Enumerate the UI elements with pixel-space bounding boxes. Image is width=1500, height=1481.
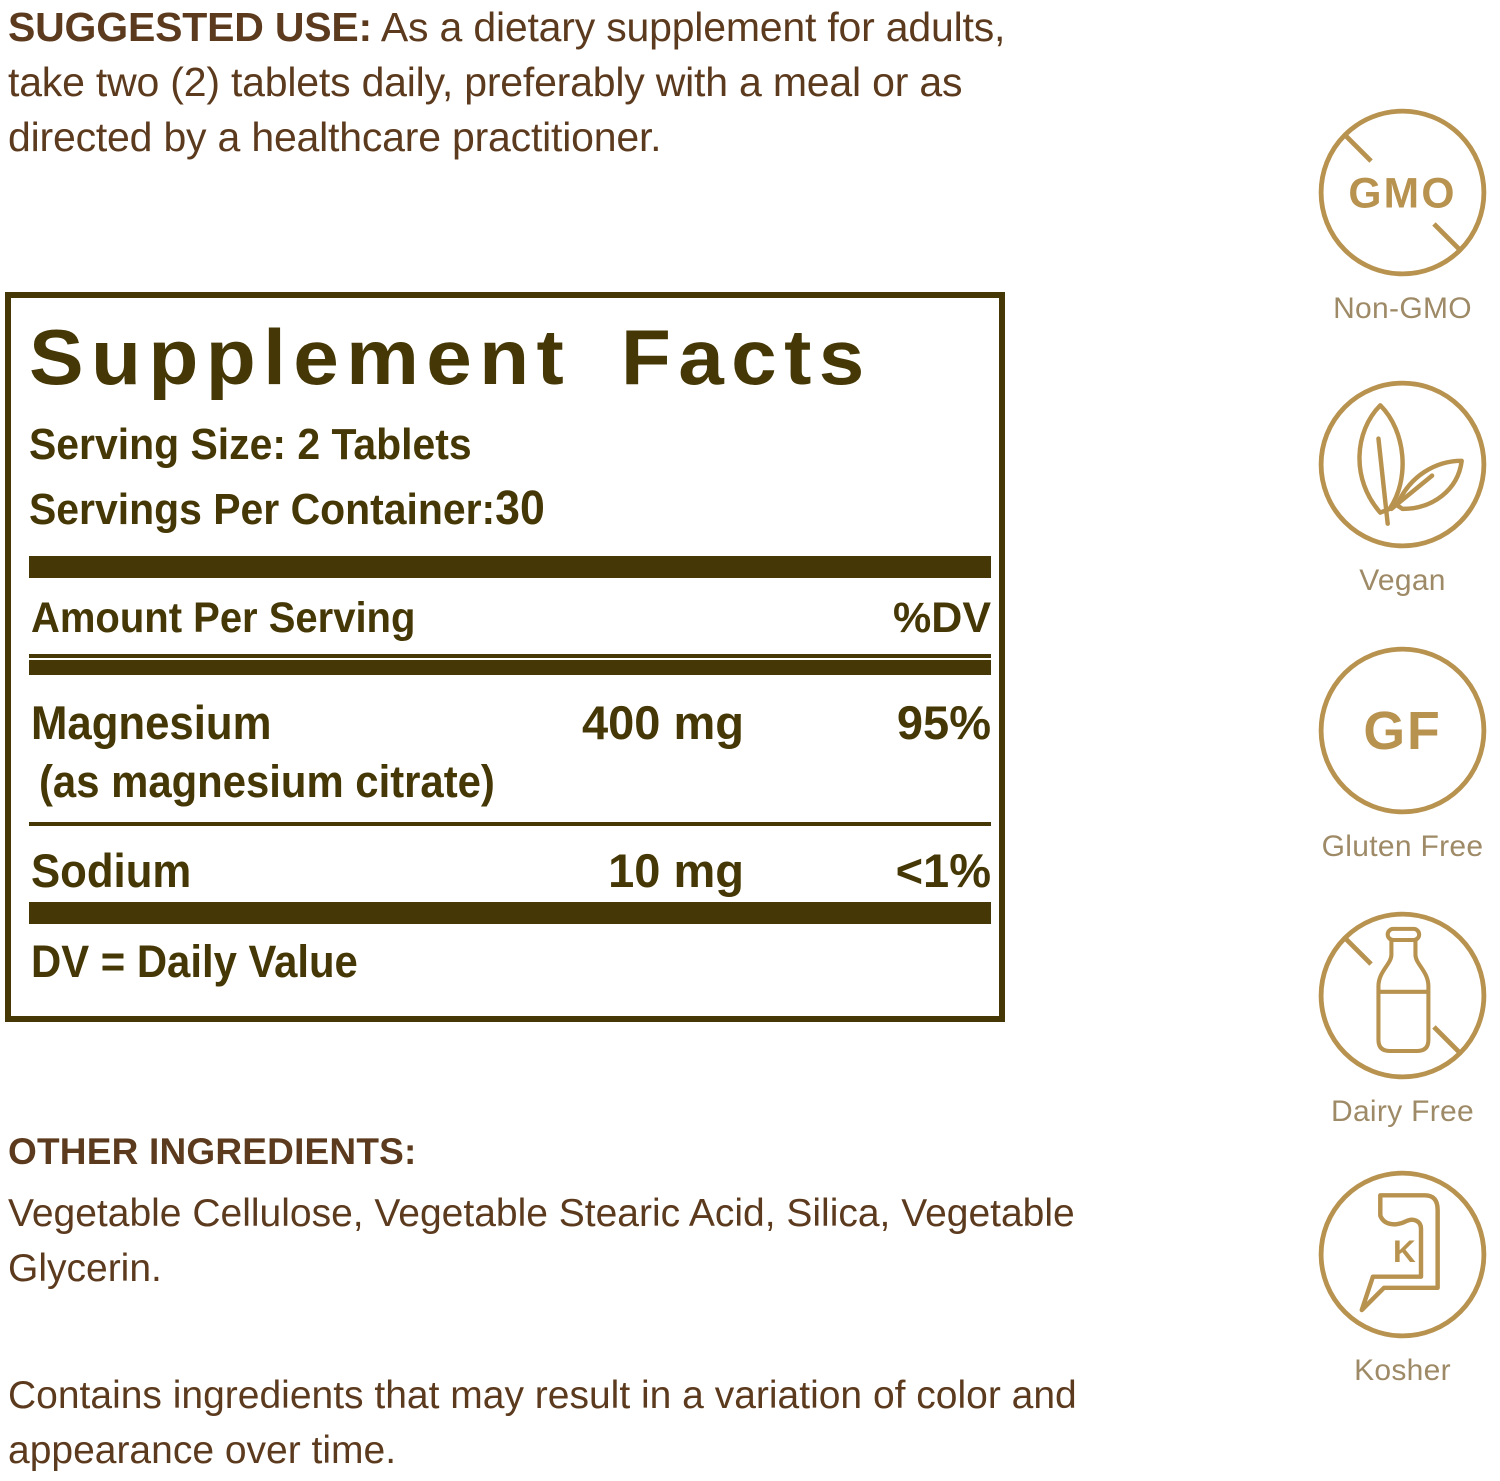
badge-non-gmo: GMO Non-GMO bbox=[1285, 100, 1500, 327]
nutrient-amount: 400 mg bbox=[582, 696, 744, 749]
kosher-icon: K bbox=[1318, 1170, 1487, 1339]
table-row: Magnesium 400 mg 95% bbox=[29, 696, 991, 752]
nutrient-percent-dv: 95% bbox=[896, 696, 991, 749]
nutrient-name: Magnesium bbox=[31, 696, 272, 749]
gf-glyph: GF bbox=[1363, 701, 1441, 761]
suggested-use-text: As a dietary supplement for adults, take… bbox=[8, 4, 1006, 160]
badge-label: Vegan bbox=[1359, 564, 1446, 597]
supplement-facts-title-second: Facts bbox=[620, 313, 872, 401]
servings-per-container-text: Servings Per Container:30 bbox=[29, 484, 545, 535]
supplement-facts-title: Supplement Facts bbox=[29, 316, 1037, 398]
badge-kosher: K Kosher bbox=[1285, 1162, 1500, 1389]
divider-bar-under-header bbox=[29, 660, 991, 675]
divider-rule-under-magnesium bbox=[29, 822, 991, 826]
nutrient-amount: 10 mg bbox=[608, 844, 744, 897]
divider-bar-top bbox=[29, 556, 991, 578]
leaf-icon bbox=[1318, 380, 1487, 549]
supplement-facts-panel: Supplement Facts Serving Size: 2 Tablets… bbox=[5, 292, 1005, 1022]
badge-label: Dairy Free bbox=[1330, 1095, 1475, 1128]
supplement-facts-title-main: Supplement bbox=[29, 313, 572, 401]
gmo-glyph: GMO bbox=[1348, 169, 1456, 217]
nutrient-name: Sodium bbox=[31, 844, 192, 897]
divider-bar-bottom bbox=[29, 902, 991, 924]
servings-per-container-value: 30 bbox=[495, 482, 545, 535]
other-ingredients-text: Vegetable Cellulose, Vegetable Stearic A… bbox=[8, 1192, 1075, 1290]
no-gmo-icon: GMO bbox=[1318, 108, 1487, 277]
table-row: Sodium 10 mg <1% bbox=[29, 844, 991, 900]
badge-label: Kosher bbox=[1354, 1354, 1451, 1387]
badge-dairy-free: Dairy Free bbox=[1285, 903, 1500, 1130]
suggested-use-paragraph: SUGGESTED USE: As a dietary supplement f… bbox=[8, 0, 1078, 165]
table-header-row: Amount Per Serving %DV bbox=[29, 594, 991, 646]
badge-vegan: Vegan bbox=[1285, 372, 1500, 599]
variation-disclaimer-text: Contains ingredients that may result in … bbox=[8, 1374, 1077, 1472]
nutrient-percent-dv: <1% bbox=[895, 844, 991, 897]
kosher-k-glyph: K bbox=[1393, 1234, 1416, 1269]
badge-label: Gluten Free bbox=[1321, 830, 1484, 863]
badge-label: Non-GMO bbox=[1333, 292, 1472, 325]
divider-rule-under-header bbox=[29, 654, 991, 658]
nutrient-source: (as magnesium citrate) bbox=[39, 756, 495, 807]
certification-badge-column: GMO Non-GMO Vegan GF Gluten Free bbox=[1285, 0, 1500, 1481]
amount-per-serving-header: Amount Per Serving bbox=[31, 594, 416, 642]
no-milk-bottle-icon bbox=[1318, 911, 1487, 1080]
daily-value-footnote: DV = Daily Value bbox=[31, 936, 358, 987]
suggested-use-heading: SUGGESTED USE: bbox=[8, 4, 372, 50]
gluten-free-icon: GF bbox=[1318, 646, 1487, 815]
badge-gluten-free: GF Gluten Free bbox=[1285, 638, 1500, 865]
label-content-column: SUGGESTED USE: As a dietary supplement f… bbox=[5, 0, 1078, 1472]
other-ingredients-heading: OTHER INGREDIENTS: bbox=[8, 1131, 417, 1172]
servings-per-container-label: Servings Per Container: bbox=[29, 485, 496, 534]
percent-dv-header: %DV bbox=[893, 594, 991, 642]
serving-size-text: Serving Size: 2 Tablets bbox=[29, 420, 472, 469]
